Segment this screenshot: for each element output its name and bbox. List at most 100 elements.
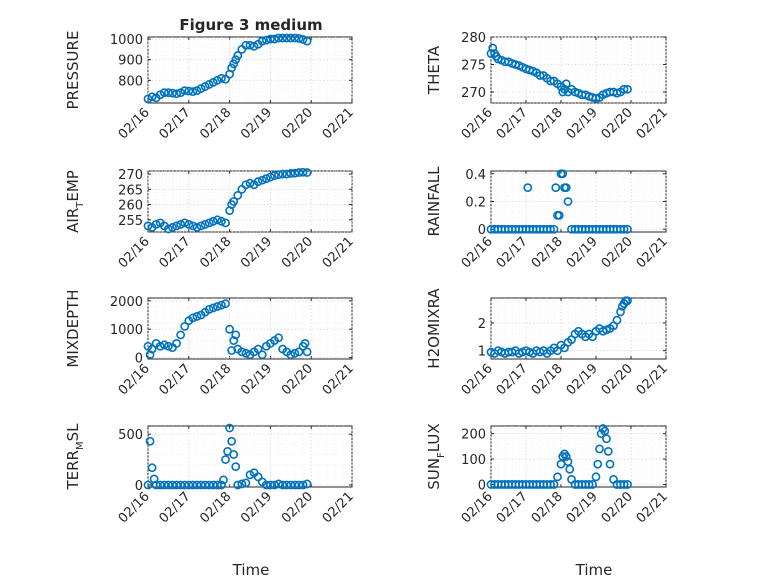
data-point <box>298 35 308 44</box>
data-point <box>593 459 603 469</box>
data-point <box>286 33 296 43</box>
plot-area <box>147 425 353 488</box>
y-axis-label: THETA <box>425 45 443 95</box>
data-point <box>261 174 271 184</box>
x-tick-label: 02/17 <box>157 361 194 398</box>
data-point <box>208 303 218 313</box>
data-point <box>217 73 226 83</box>
data-point <box>584 480 594 489</box>
data-point <box>274 170 283 180</box>
y-tick-label: 2 <box>478 317 486 332</box>
data-point <box>282 169 292 179</box>
series-markers <box>143 167 312 234</box>
data-point <box>619 84 629 94</box>
data-point <box>546 480 555 489</box>
data-point <box>257 175 267 185</box>
data-point <box>184 480 194 490</box>
data-point <box>261 35 271 45</box>
data-point <box>233 480 243 490</box>
data-point <box>180 218 190 228</box>
data-point <box>221 455 230 464</box>
x-tick-label: 02/19 <box>238 361 275 398</box>
subplot-7: 02/16 02/17 02/18 02/19 02/20 02/21 0 500 TERRMS… <box>64 423 357 526</box>
data-point <box>623 296 632 306</box>
x-tick-label: 02/21 <box>634 489 671 526</box>
data-point <box>172 221 181 231</box>
data-point <box>558 169 568 179</box>
y-tick-label: 270 <box>461 86 486 101</box>
data-point <box>151 219 161 229</box>
y-tick-label: 0 <box>478 478 486 493</box>
data-point <box>561 183 571 193</box>
y-axis-label-main: SUN <box>425 458 443 490</box>
data-point <box>163 341 173 351</box>
x-tick-label: 02/20 <box>279 361 316 398</box>
data-point <box>176 219 186 229</box>
data-point <box>212 215 222 225</box>
data-point <box>270 34 279 44</box>
x-tick-label: 02/19 <box>564 105 601 142</box>
series-markers <box>486 43 632 103</box>
data-point <box>221 299 230 309</box>
data-point <box>172 338 181 348</box>
x-tick-label: 02/17 <box>494 489 531 526</box>
y-tick-label: 0 <box>135 479 143 494</box>
data-point <box>282 33 292 43</box>
data-point <box>184 86 194 96</box>
y-tick-label: 1000 <box>110 33 143 48</box>
data-point <box>237 479 247 489</box>
data-point <box>229 450 239 459</box>
data-point <box>282 480 292 490</box>
data-point <box>208 216 218 226</box>
data-point <box>619 480 629 489</box>
y-tick-label: 200 <box>461 428 486 443</box>
data-point <box>290 168 300 178</box>
x-tick-label: 02/18 <box>529 489 566 526</box>
data-point <box>204 218 214 228</box>
data-point <box>565 464 575 474</box>
data-point <box>554 210 564 220</box>
data-point <box>172 480 181 490</box>
y-axis-label: RAINFALL <box>425 166 443 237</box>
data-point <box>241 478 251 488</box>
y-tick-label: 500 <box>118 428 143 443</box>
x-tick-label: 02/21 <box>320 105 357 142</box>
data-point <box>270 480 279 490</box>
data-point <box>551 183 561 193</box>
data-point <box>241 40 251 50</box>
data-point <box>265 480 275 490</box>
data-point <box>245 178 255 188</box>
y-axis-label: SUNFLUX <box>425 423 447 489</box>
data-point <box>253 177 263 187</box>
data-point <box>563 197 573 206</box>
data-point <box>168 480 177 490</box>
data-point <box>237 347 247 357</box>
x-tick-label: 02/20 <box>279 105 316 142</box>
data-point <box>212 480 222 490</box>
x-tick-label: 02/20 <box>599 234 636 271</box>
y-tick-label: 275 <box>461 59 486 74</box>
y-axis-label-rest: LUX <box>425 423 443 452</box>
y-tick-label: 0 <box>478 223 486 238</box>
data-point <box>221 218 230 228</box>
subplot-grid: 02/16 02/17 02/18 02/19 02/20 02/218009001000… <box>64 31 671 527</box>
data-point <box>623 224 632 234</box>
data-point <box>143 480 153 490</box>
data-point <box>265 34 275 44</box>
x-tick-label: 02/18 <box>197 361 234 398</box>
data-point <box>192 223 202 232</box>
data-point <box>561 79 571 89</box>
plot-area <box>490 425 667 488</box>
data-point <box>159 340 169 350</box>
x-tick-label: 02/16 <box>459 489 496 526</box>
data-point <box>561 452 571 461</box>
data-point <box>294 480 304 490</box>
x-tick-label: 02/19 <box>564 489 601 526</box>
data-point <box>229 59 239 69</box>
data-point <box>546 224 555 234</box>
y-axis-label-main: AIR <box>64 208 82 233</box>
x-tick-label: 02/20 <box>599 489 636 526</box>
y-axis-label: H2OMIXRA <box>425 288 443 369</box>
